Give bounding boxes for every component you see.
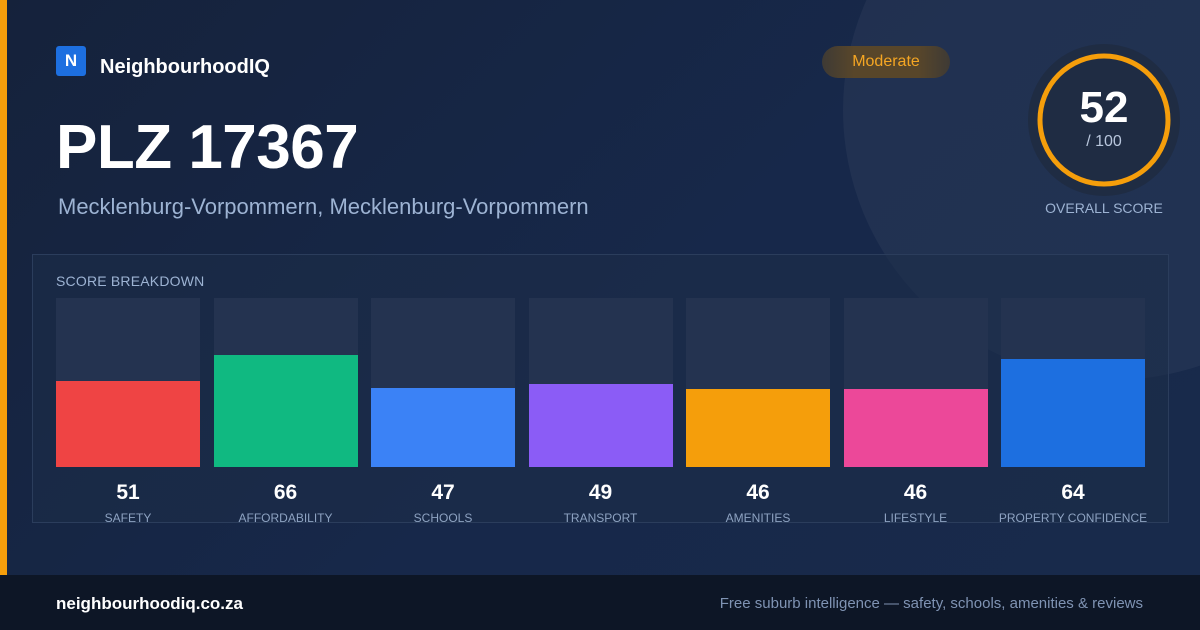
score-breakdown-panel: SCORE BREAKDOWN 51 SAFETY 66 AFFORDABILITY 4… — [32, 254, 1169, 525]
bar-track — [686, 298, 830, 467]
bar-fill — [528, 384, 673, 467]
bar-value: 51 — [116, 481, 140, 504]
brand-name: NeighbourhoodIQ — [100, 56, 270, 78]
bar-value: 64 — [1061, 481, 1085, 504]
bar-label: LIFESTYLE — [883, 511, 948, 525]
bar-label: AFFORDABILITY — [238, 511, 333, 525]
footer-tagline: Free suburb intelligence — safety, schoo… — [719, 595, 1143, 612]
bar-value: 47 — [431, 481, 455, 504]
score-ring-background — [1028, 44, 1180, 196]
overall-score-max: / 100 — [1086, 133, 1122, 150]
bar-value: 49 — [588, 481, 613, 504]
logo-icon: N — [56, 46, 86, 76]
bar-value: 66 — [273, 481, 298, 504]
bar-track — [371, 298, 515, 467]
bar-track — [843, 298, 988, 467]
bar-track — [56, 298, 200, 467]
breakdown-title: SCORE BREAKDOWN — [56, 273, 205, 289]
footer: neighbourhoodiq.co.za Free suburb intell… — [0, 575, 1200, 630]
bar-fill — [371, 387, 515, 467]
score-ring — [1028, 44, 1180, 196]
rating-badge: Moderate — [822, 46, 950, 78]
score-ring-progress — [1037, 53, 1171, 187]
bar-value: 46 — [903, 481, 928, 504]
bar-label: SCHOOLS — [413, 511, 473, 525]
footer-url[interactable]: neighbourhoodiq.co.za — [56, 594, 243, 613]
bar-value: 46 — [746, 481, 770, 504]
overall-score-label: OVERALL SCORE — [1045, 200, 1163, 216]
bar-fill — [213, 355, 358, 467]
bar-fill — [56, 380, 200, 467]
bar-label: PROPERTY CONFIDENCE — [998, 511, 1148, 525]
accent-bar — [0, 0, 7, 575]
bar-track — [1001, 298, 1145, 467]
bar-label: SAFETY — [104, 511, 152, 525]
page-title: PLZ 17367 — [56, 113, 359, 182]
bar-label: AMENITIES — [725, 511, 791, 525]
bar-fill — [686, 389, 830, 467]
page-subtitle: Mecklenburg-Vorpommern, Mecklenburg-Vorp… — [58, 194, 589, 219]
overall-score-gauge: 52 / 100 — [1028, 44, 1180, 196]
bar-fill — [1001, 358, 1145, 467]
bar-fill — [843, 389, 988, 467]
bar-track — [528, 298, 673, 467]
bar-track — [213, 298, 358, 467]
overall-score-value: 52 — [1079, 83, 1129, 132]
bar-label: TRANSPORT — [563, 511, 638, 525]
